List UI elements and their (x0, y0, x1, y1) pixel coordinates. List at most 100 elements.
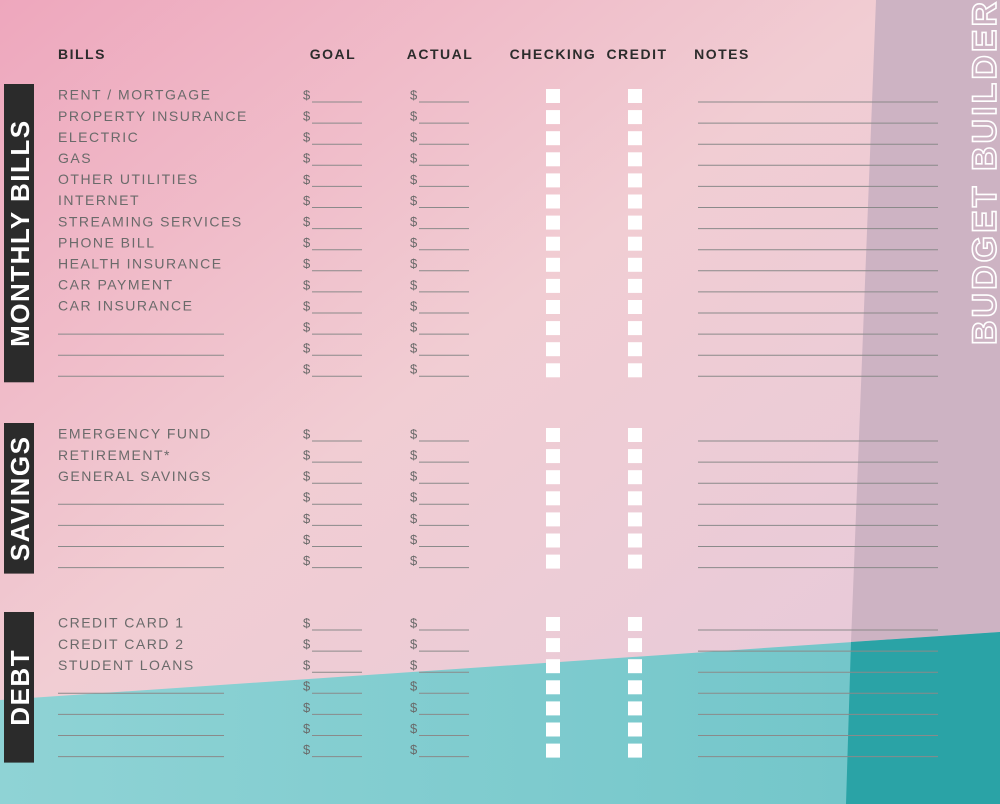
column-header: GOAL (310, 46, 356, 62)
goal-currency: $ (303, 700, 311, 715)
goal-currency: $ (303, 532, 311, 547)
checking-box (546, 743, 560, 758)
actual-currency: $ (410, 87, 418, 102)
goal-currency: $ (303, 658, 311, 673)
page-title: BUDGET BUILDER (966, 0, 1000, 345)
checking-box (546, 638, 560, 653)
form: BILLS GOAL ACTUAL CHECKING CREDIT NOTES MONTHL… (4, 46, 938, 763)
goal-currency: $ (303, 256, 311, 271)
checking-box (546, 470, 560, 485)
bill-name: ELECTRIC (58, 129, 139, 145)
goal-currency: $ (303, 615, 311, 630)
goal-currency: $ (303, 637, 311, 652)
actual-currency: $ (410, 532, 418, 547)
credit-box (628, 131, 642, 146)
bill-name: OTHER UTILITIES (58, 171, 199, 187)
credit-box (628, 659, 642, 674)
checking-box (546, 363, 560, 378)
bill-name: GAS (58, 150, 92, 166)
credit-box (628, 110, 642, 125)
goal-currency: $ (303, 320, 311, 335)
bill-name: RETIREMENT* (58, 447, 171, 463)
bill-name: INTERNET (58, 192, 140, 208)
actual-currency: $ (410, 615, 418, 630)
bill-name: CREDIT CARD 1 (58, 615, 185, 631)
checking-box (546, 659, 560, 674)
checking-box (546, 89, 560, 103)
goal-currency: $ (303, 469, 311, 484)
credit-box (628, 236, 642, 251)
bill-name: STUDENT LOANS (58, 657, 195, 673)
goal-currency: $ (303, 109, 311, 124)
column-header: ACTUAL (407, 46, 474, 62)
credit-box (628, 428, 642, 442)
credit-box (628, 512, 642, 527)
bill-name: PHONE BILL (58, 234, 155, 250)
actual-currency: $ (410, 637, 418, 652)
section-tab (4, 423, 34, 574)
section-tab (4, 612, 34, 763)
actual-currency: $ (410, 151, 418, 166)
goal-currency: $ (303, 721, 311, 736)
bill-name: STREAMING SERVICES (58, 213, 243, 229)
checking-box (546, 491, 560, 506)
actual-currency: $ (410, 298, 418, 313)
actual-currency: $ (410, 448, 418, 463)
bill-name: GENERAL SAVINGS (58, 468, 212, 484)
goal-currency: $ (303, 193, 311, 208)
bill-name: RENT / MORTGAGE (58, 87, 211, 103)
goal-currency: $ (303, 172, 311, 187)
credit-box (628, 194, 642, 209)
section-label: MONTHLY BILLS (5, 119, 35, 347)
credit-box (628, 152, 642, 167)
checking-box (546, 449, 560, 464)
credit-box (628, 722, 642, 737)
actual-currency: $ (410, 658, 418, 673)
bill-name: CAR PAYMENT (58, 277, 174, 293)
side-panel (851, 0, 1000, 642)
actual-currency: $ (410, 469, 418, 484)
credit-box (628, 449, 642, 464)
actual-currency: $ (410, 742, 418, 757)
column-header: NOTES (694, 46, 750, 62)
credit-box (628, 257, 642, 272)
actual-currency: $ (410, 214, 418, 229)
checking-box (546, 680, 560, 695)
credit-box (628, 278, 642, 293)
goal-currency: $ (303, 742, 311, 757)
goal-currency: $ (303, 151, 311, 166)
checking-box (546, 554, 560, 569)
goal-currency: $ (303, 341, 311, 356)
actual-currency: $ (410, 256, 418, 271)
credit-box (628, 215, 642, 230)
actual-currency: $ (410, 235, 418, 250)
section-label: DEBT (5, 649, 35, 726)
goal-currency: $ (303, 298, 311, 313)
bill-name: CREDIT CARD 2 (58, 636, 185, 652)
actual-currency: $ (410, 362, 418, 377)
bill-name: EMERGENCY FUND (58, 426, 212, 442)
credit-box (628, 173, 642, 188)
credit-box (628, 470, 642, 485)
credit-box (628, 743, 642, 758)
checking-box (546, 512, 560, 527)
actual-currency: $ (410, 511, 418, 526)
actual-currency: $ (410, 553, 418, 568)
checking-box (546, 300, 560, 314)
actual-currency: $ (410, 109, 418, 124)
checking-box (546, 701, 560, 716)
actual-currency: $ (410, 721, 418, 736)
credit-box (628, 89, 642, 103)
goal-currency: $ (303, 277, 311, 292)
goal-currency: $ (303, 426, 311, 441)
credit-box (628, 617, 642, 631)
actual-currency: $ (410, 277, 418, 292)
checking-box (546, 428, 560, 442)
credit-box (628, 300, 642, 314)
goal-currency: $ (303, 448, 311, 463)
actual-currency: $ (410, 193, 418, 208)
checking-box (546, 321, 560, 336)
section-tab (4, 84, 34, 383)
checking-box (546, 257, 560, 272)
